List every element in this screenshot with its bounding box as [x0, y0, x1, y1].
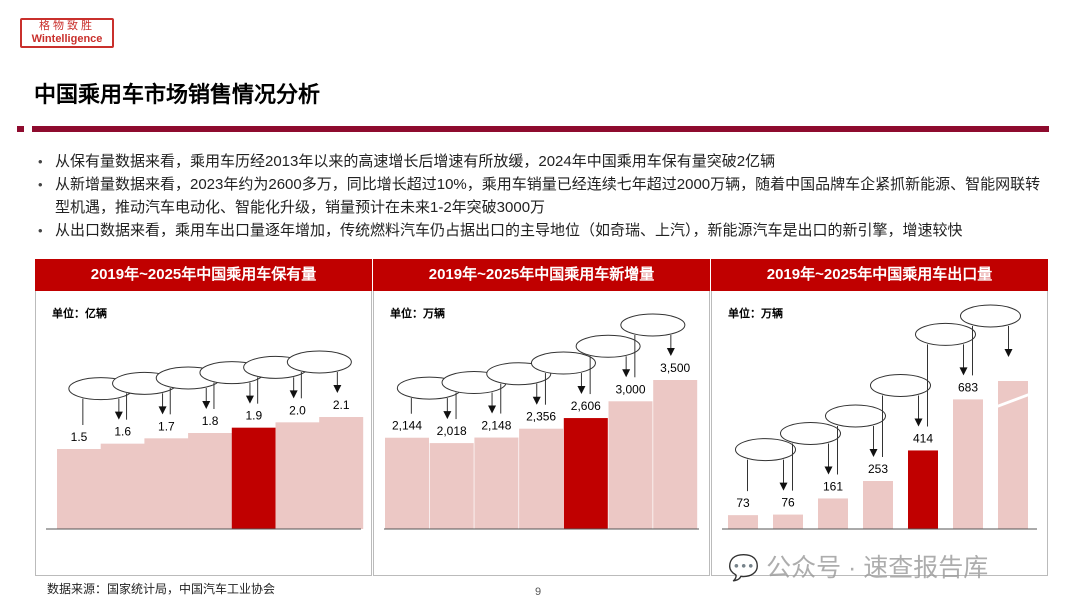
arrow-head-icon	[1004, 349, 1013, 357]
data-label: 2,144	[392, 419, 422, 433]
title-rule	[32, 126, 1049, 132]
bar	[429, 443, 474, 529]
bullet-item: 从保有量数据来看，乘用车历经2013年以来的高速增长后增速有所放缓，2024年中…	[38, 150, 1048, 173]
arrow-head-icon	[779, 482, 788, 491]
bar	[908, 450, 938, 529]
bar	[653, 380, 698, 529]
arrow-head-icon	[824, 466, 833, 475]
logo-en: Wintelligence	[31, 33, 103, 45]
arrow-head-icon	[443, 411, 452, 420]
data-label: 1.6	[114, 425, 131, 439]
bar	[100, 443, 145, 529]
growth-callout	[780, 421, 841, 445]
data-label: 1.7	[158, 419, 175, 433]
logo-cn: 格物致胜	[39, 20, 95, 32]
arrow-head-icon	[959, 367, 968, 376]
growth-callout	[530, 351, 596, 375]
bar	[563, 418, 608, 529]
data-label: 2,018	[437, 424, 467, 438]
data-label: 2,148	[481, 419, 511, 433]
brand-logo: 格物致胜 Wintelligence	[20, 18, 114, 48]
wechat-icon: 💬	[728, 554, 760, 582]
bar	[231, 427, 276, 529]
arrow-head-icon	[114, 411, 123, 420]
bar	[863, 480, 893, 529]
unit-label: 单位：亿辆	[52, 308, 107, 320]
page-number: 9	[535, 586, 542, 598]
arrow-head-icon	[869, 448, 878, 457]
growth-callout	[870, 373, 931, 397]
bullet-list: 从保有量数据来看，乘用车历经2013年以来的高速增长后增速有所放缓，2024年中…	[38, 150, 1048, 242]
data-label: 1.8	[202, 414, 219, 428]
title-rule-square	[17, 126, 24, 132]
arrow-head-icon	[245, 395, 254, 404]
source-note: 数据来源：国家统计局，中国汽车工业协会	[47, 582, 276, 596]
data-label: 683	[958, 380, 978, 394]
growth-callout	[960, 304, 1021, 328]
unit-label: 单位：万辆	[728, 308, 783, 320]
axis-break	[997, 393, 1029, 408]
page-title: 中国乘用车市场销售情况分析	[34, 82, 321, 107]
arrow-head-icon	[666, 348, 675, 356]
bar	[57, 449, 101, 529]
growth-callout	[915, 322, 976, 346]
bar	[608, 401, 653, 529]
bar	[319, 417, 364, 529]
bar	[188, 433, 233, 529]
data-label: 2,606	[571, 399, 601, 413]
chart-panel-export: 2019年~2025年中国乘用车出口量 73 76 161 253 414 683 单位：…	[711, 259, 1048, 576]
data-label: 161	[823, 479, 843, 493]
data-label: 73	[736, 496, 750, 510]
chart-title: 2019年~2025年中国乘用车保有量	[35, 259, 372, 291]
chart-title: 2019年~2025年中国乘用车出口量	[711, 259, 1048, 291]
data-label: 2.1	[333, 398, 350, 412]
chart-title: 2019年~2025年中国乘用车新增量	[373, 259, 710, 291]
data-label: 414	[913, 431, 933, 445]
bar	[385, 437, 429, 529]
chart-panel-stock: 2019年~2025年中国乘用车保有量 1.5 1.6 1.7 1.8 1.9 2.0 2.…	[35, 259, 372, 576]
data-label: 2,356	[526, 410, 556, 424]
arrow-head-icon	[333, 385, 342, 393]
data-label: 3,000	[615, 382, 645, 396]
data-label: 3,500	[660, 361, 690, 375]
bullet-item: 从出口数据来看，乘用车出口量逐年增加，传统燃料汽车仍占据出口的主导地位（如奇瑞、…	[38, 219, 1048, 242]
data-label: 76	[781, 496, 795, 510]
arrow-head-icon	[202, 401, 211, 409]
arrow-head-icon	[289, 390, 298, 399]
chart-svg: 2,144 2,018 2,148 2,356 2,606 3,000 3,500	[384, 313, 699, 530]
data-label: 1.5	[71, 430, 88, 444]
bar	[519, 428, 564, 529]
bar	[728, 515, 758, 529]
bar	[275, 422, 320, 529]
data-label: 1.9	[245, 409, 262, 423]
growth-callout	[620, 313, 686, 337]
arrow-head-icon	[158, 406, 167, 415]
watermark: 💬 公众号 · 速查报告库	[728, 548, 988, 584]
data-label: 253	[868, 462, 888, 476]
bar	[144, 438, 189, 529]
bar	[818, 498, 848, 529]
arrow-head-icon	[577, 386, 586, 395]
chart-svg: 73 76 161 253 414 683	[722, 304, 1037, 530]
bar	[773, 514, 803, 529]
unit-label: 单位：万辆	[390, 308, 445, 320]
bar	[953, 399, 983, 529]
data-label: 2.0	[289, 403, 306, 417]
chart-panel-new: 2019年~2025年中国乘用车新增量 2,144 2,018 2,148 2,356…	[373, 259, 710, 576]
arrow-head-icon	[532, 396, 541, 405]
growth-callout	[575, 334, 641, 358]
bar	[474, 437, 519, 529]
arrow-head-icon	[914, 418, 923, 427]
arrow-head-icon	[488, 405, 497, 414]
bullet-item: 从新增量数据来看，2023年约为2600多万，同比增长超过10%，乘用车销量已经…	[38, 173, 1048, 219]
growth-callout	[286, 350, 352, 374]
chart-svg: 1.5 1.6 1.7 1.8 1.9 2.0 2.1	[46, 350, 364, 530]
growth-callout	[735, 438, 796, 462]
growth-callout	[825, 404, 886, 428]
watermark-text: 公众号 · 速查报告库	[766, 554, 989, 582]
arrow-head-icon	[622, 369, 631, 378]
